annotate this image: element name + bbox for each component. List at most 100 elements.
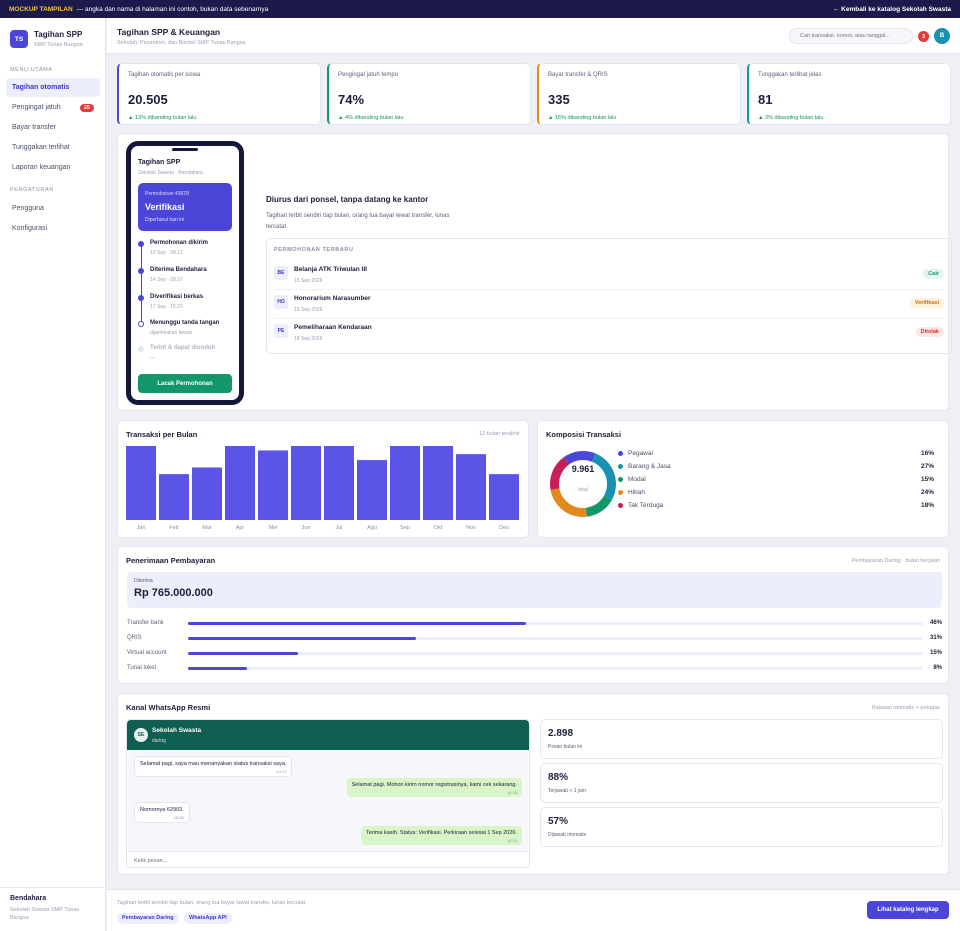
bar-apr [225,446,255,520]
channel-row: Tunai loket 8% [127,665,942,675]
step-done-icon [138,241,144,247]
phone-title: Tagihan SPP [138,159,181,166]
channel-name: Tunai loket [127,665,157,671]
transaction-composition-card: Komposisi Transaksi 9.961 total Pegawai 1… [537,420,949,538]
kpi-value: 81 [758,92,773,107]
legend-swatch [618,477,623,482]
mockup-notice: MOCKUP TAMPILAN — angka dan nama di halam… [9,6,268,13]
bar-feb [159,474,189,520]
sidebar-item-bayar-transfer[interactable]: Bayar transfer [6,118,100,137]
kpi-card-bayar-transfer: Bayar transfer & QRIS 335 ▲ 16% dibandin… [537,63,741,125]
page-header: Tagihan SPP & Keuangan Sekolah, Pesantre… [107,18,960,54]
status-badge: Cair [923,269,944,279]
bar-des [489,474,519,520]
avatar[interactable]: B [934,28,950,44]
list-item[interactable]: HO Honorarium Narasumber 16 Sep 2026 Ver… [274,290,944,319]
sidebar-item-pengguna[interactable]: Pengguna [6,199,100,218]
sidebar-item-label: Konfigurasi [12,225,48,232]
channel-name: Virtual account [127,650,167,656]
whatsapp-stat: 88% Terjawab < 1 jam [540,763,943,803]
back-to-catalog-link[interactable]: ← Kembali ke katalog Sekolah Swasta [832,5,951,13]
feature-description: Tagihan terbit sendiri tiap bulan, orang… [266,213,450,230]
x-tick-label: Okt [434,525,443,531]
legend-value: 27% [920,463,934,470]
view-catalog-button[interactable]: Lihat katalog lengkap [867,901,949,919]
bar-jul [324,446,354,520]
step-name: Diverifikasi berkas [150,294,204,300]
bar-agu [357,460,387,520]
channel-row: Virtual account 15% [127,650,942,660]
kpi-card-pengingat: Pengingat jatuh tempo 74% ▲ 4% dibanding… [327,63,531,125]
x-tick-label: Mei [269,525,278,531]
step-date: diperkirakan besok [150,330,192,336]
channel-track [188,637,923,640]
user-profile[interactable]: Bendahara Sekolah Swasta SMP Tunas Bangs… [0,887,105,931]
legend-item: Tak Terduga 18% [618,501,934,511]
x-tick-label: Sep [400,525,410,531]
x-tick-label: Apr [236,525,245,531]
received-total: Diterima Rp 765.000.000 [127,572,942,608]
sidebar: TS Tagihan SPP SMP Tunas Bangsa MENU UTA… [0,18,106,931]
composition-donut-chart [550,451,616,517]
legend-label: Tak Terduga [628,502,664,509]
sidebar-item-laporan-keuangan[interactable]: Laporan keuangan [6,158,100,177]
whatsapp-title: Kanal WhatsApp Resmi [126,703,211,712]
sidebar-item-tagihan-otomatis[interactable]: Tagihan otomatis [6,78,100,97]
channel-name: QRIS [127,635,142,641]
sidebar-item-label: Bayar transfer [12,124,56,131]
channel-name: Transfer bank [127,620,164,626]
sidebar-item-label: Pengingat jatuh [12,104,61,111]
receipts-note: Pembayaran Daring · bulan berjalan [851,558,940,564]
message-text: Selamat pagi. Mohon kirim nomor registra… [351,782,517,788]
step-name: Permohonan dikirim [150,240,209,246]
step-date: 17 Sep · 15.23 [150,304,183,310]
donut-slice-2 [585,495,612,517]
footer-text: Tagihan terbit sendiri tiap bulan, orang… [117,900,307,906]
stat-label: Terjawab < 1 jam [548,788,586,794]
legend-value: 18% [920,502,934,509]
legend-item: Barang & Jasa 27% [618,462,934,472]
sidebar-item-pengingat-jatuh[interactable]: Pengingat jatuh 25 [6,98,100,117]
contact-status: daring [152,738,166,744]
sidebar-item-label: Tagihan otomatis [12,84,70,91]
bar-mar [192,467,222,520]
legend-item: Modal 15% [618,475,934,485]
brand[interactable]: TS Tagihan SPP SMP Tunas Bangsa [0,18,105,48]
legend-item: Hibah 24% [618,488,934,498]
sidebar-item-label: Pengguna [12,205,44,212]
request-initials: BE [274,266,288,280]
tag-whatsapp-api: WhatsApp API [184,913,232,924]
chat-message-incoming: Nomornya 62903. 15.00 [134,802,190,823]
kpi-value: 74% [338,92,365,107]
bar-sep [390,446,420,520]
brand-subtitle: SMP Tunas Bangsa [34,42,83,48]
kpi-label: Tagihan otomatis per siswa [128,72,201,78]
phone-mockup: Tagihan SPP Sekolah Swasta · Bendahara P… [126,141,244,405]
kpi-label: Pengingat jatuh tempo [338,72,399,78]
notification-badge[interactable]: 3 [918,31,929,42]
x-tick-label: Jun [302,525,311,531]
stat-label: Pesan bulan ini [548,744,583,750]
legend-swatch [618,490,623,495]
divider [274,318,946,319]
status-badge: Ditolak [915,327,944,337]
legend-swatch [618,451,623,456]
mockup-label: MOCKUP TAMPILAN [9,5,73,13]
channel-row: Transfer bank 46% [127,620,942,630]
status-badge: Verifikasi [909,298,944,308]
track-request-button[interactable]: Lacak Permohonan [138,374,232,393]
menu-heading: MENU UTAMA [10,67,53,73]
message-time: 14.18 [506,790,517,795]
x-tick-label: Feb [169,525,178,531]
channel-percent: 8% [933,665,942,671]
search-input[interactable] [789,28,913,44]
pengingat-count-badge: 25 [79,103,94,112]
list-item[interactable]: BE Belanja ATK Triwulan III 15 Sep 2026 … [274,261,944,290]
message-input[interactable] [127,851,529,867]
stat-value: 57% [548,816,569,827]
kpi-trend: ▲ 16% dibanding bulan lalu [548,115,617,121]
sidebar-item-tunggakan-terlihat[interactable]: Tunggakan terlihat [6,138,100,157]
legend-swatch [618,503,623,508]
sidebar-item-konfigurasi[interactable]: Konfigurasi [6,219,100,238]
list-item[interactable]: PE Pemeliharaan Kendaraan 18 Sep 2026 Di… [274,319,944,348]
